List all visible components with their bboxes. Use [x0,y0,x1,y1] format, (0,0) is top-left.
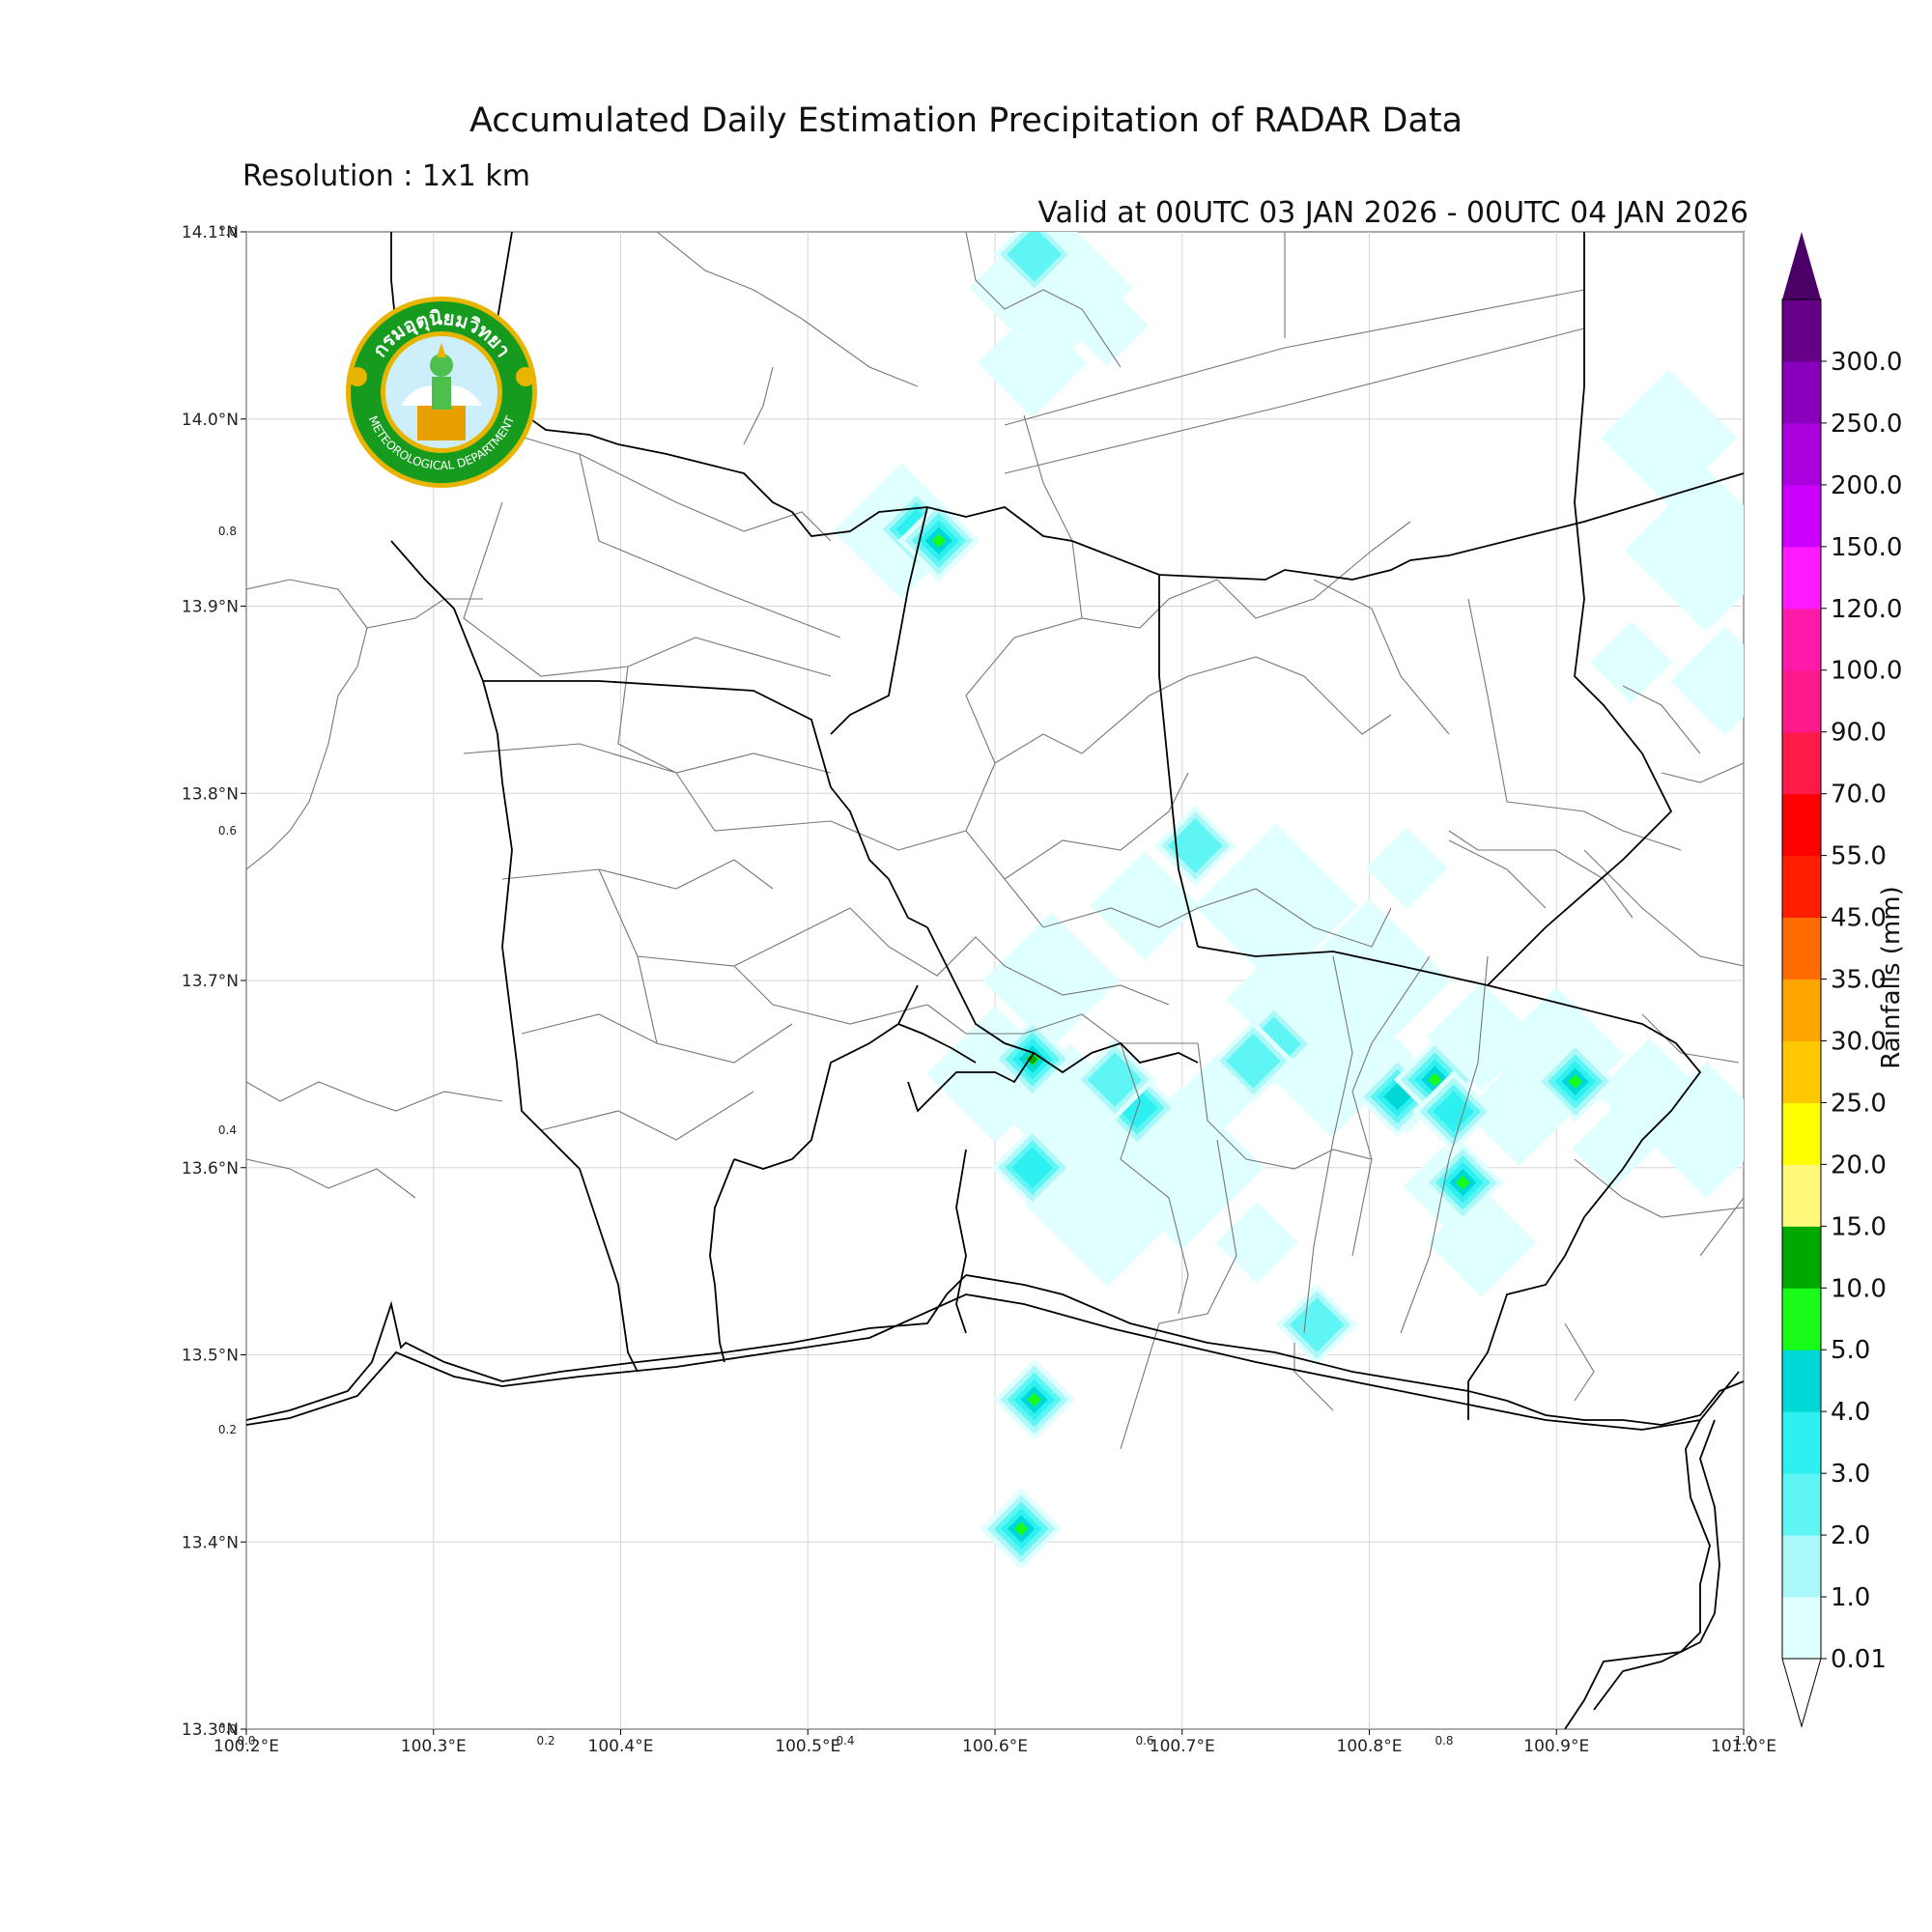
colorbar-label: 5.0 [1831,1336,1870,1365]
secondary-x-label: 0.8 [1435,1734,1453,1747]
colorbar-label: 250.0 [1831,410,1902,439]
rain-cell [1637,1062,1744,1199]
secondary-x-label: 0.4 [836,1734,854,1747]
lat-tick-label: 14.1°N [182,223,239,242]
logo-left-ornament [348,367,367,386]
colorbar-label: 1.0 [1831,1583,1870,1612]
axis-ticks: 100.2°E 100.3°E 100.4°E 100.5°E 100.6°E 100.7… [182,223,1776,1756]
colorbar-label: 150.0 [1831,533,1902,562]
rain-hotspot [897,499,980,582]
colorbar-segment [1782,1350,1821,1412]
colorbar-segment [1782,1288,1821,1350]
colorbar-segment [1782,1102,1821,1165]
colorbar-label: 3.0 [1831,1460,1870,1489]
colorbar-title: Rainfalls (mm) [1877,886,1906,1068]
secondary-x-label: 0.2 [536,1734,554,1747]
colorbar-segment [1782,1473,1821,1536]
colorbar-segment [1782,546,1821,610]
colorbar-segment [1782,979,1821,1041]
rain-cell [1624,468,1744,633]
map-plot-area: 100.2°E 100.3°E 100.4°E 100.5°E 100.6°E 100.7… [182,223,1776,1756]
district-boundaries [246,232,1744,1450]
logo-right-ornament [516,367,535,386]
lon-tick-label: 100.5°E [775,1737,840,1756]
rain-cell [982,912,1120,1049]
lon-tick-label: 100.2°E [213,1737,279,1756]
rain-cell [1427,1187,1537,1297]
colorbar: 0.01 1.0 2.0 3.0 4.0 5.0 10.0 15.0 20.0 25.0 30.0 3… [1781,232,1902,1728]
lat-tick-label: 13.5°N [182,1347,239,1366]
colorbar-label: 15.0 [1831,1212,1887,1241]
colorbar-segment [1782,793,1821,857]
secondary-x-label: 1.0 [1734,1734,1752,1747]
colorbar-label: 100.0 [1831,657,1902,686]
colorbar-segment [1782,917,1821,980]
colorbar-segment [1782,360,1821,424]
lat-tick-label: 13.7°N [182,972,239,991]
secondary-y-label: 0.2 [218,1423,237,1436]
colorbar-segment [1782,1411,1821,1474]
secondary-y-label: 1.0 [218,225,237,239]
lat-tick-label: 13.8°N [182,784,239,804]
colorbar-over-arrow [1782,232,1821,299]
colorbar-label: 30.0 [1831,1027,1887,1056]
colorbar-label: 2.0 [1831,1521,1870,1550]
colorbar-segment [1782,484,1821,548]
colorbar-label: 10.0 [1831,1274,1887,1303]
colorbar-segment [1782,608,1821,671]
lon-tick-label: 100.6°E [962,1737,1028,1756]
colorbar-under-arrow [1781,1658,1822,1728]
rain-cell [1193,823,1358,988]
colorbar-segment [1782,1040,1821,1103]
lon-tick-label: 100.8°E [1337,1737,1403,1756]
colorbar-segment [1782,855,1821,919]
lat-tick-label: 13.9°N [182,598,239,617]
lat-tick-label: 13.4°N [182,1533,239,1552]
colorbar-segment [1782,1597,1821,1660]
lon-tick-label: 101.0°E [1711,1737,1776,1756]
lat-tick-label: 13.6°N [182,1159,239,1179]
colorbar-label: 4.0 [1831,1398,1870,1427]
province-boundaries [246,232,1744,1729]
lon-tick-label: 100.4°E [588,1737,654,1756]
lon-tick-label: 100.9°E [1523,1737,1589,1756]
secondary-x-label: 0.6 [1135,1734,1153,1747]
colorbar-label: 0.01 [1831,1645,1887,1674]
colorbar-label: 200.0 [1831,471,1902,500]
lon-tick-label: 100.3°E [401,1737,467,1756]
secondary-y-label: 0.4 [218,1123,237,1137]
lat-tick-label: 14.0°N [182,411,239,430]
colorbar-segment [1782,299,1821,362]
lat-tick-label: 13.3°N [182,1720,239,1740]
colorbar-label: 70.0 [1831,781,1887,810]
lon-tick-label: 100.7°E [1150,1737,1215,1756]
logo-deity-icon [430,354,453,377]
secondary-y-label: 0.6 [218,824,237,838]
colorbar-label: 300.0 [1831,348,1902,377]
colorbar-segment [1782,422,1821,486]
secondary-x-label: 0.0 [237,1734,255,1747]
rain-cell [1287,898,1452,1063]
colorbar-segment [1782,1164,1821,1227]
colorbar-segment [1782,1535,1821,1598]
colorbar-label: 45.0 [1831,904,1887,933]
colorbar-label: 35.0 [1831,966,1887,995]
logo-throne [417,406,466,440]
colorbar-label: 90.0 [1831,719,1887,748]
resolution-label: Resolution : 1x1 km [242,159,530,193]
secondary-y-label: 0.8 [218,525,237,538]
colorbar-segment [1782,669,1821,733]
colorbar-label: 120.0 [1831,595,1902,624]
colorbar-label: 20.0 [1831,1151,1887,1179]
valid-time-label: Valid at 00UTC 03 JAN 2026 - 00UTC 04 JA… [1037,196,1748,230]
colorbar-segment [1782,731,1821,795]
secondary-y-label: 0.0 [218,1722,237,1736]
boundaries [246,232,1744,1729]
colorbar-label: 25.0 [1831,1089,1887,1118]
chart-title: Accumulated Daily Estimation Precipitati… [469,101,1463,140]
colorbar-label: 55.0 [1831,842,1887,871]
colorbar-segment [1782,1226,1821,1289]
tmd-logo: กรมอุตุนิยมวิทยา METEOROLOGICAL DEPARTME… [346,297,537,488]
